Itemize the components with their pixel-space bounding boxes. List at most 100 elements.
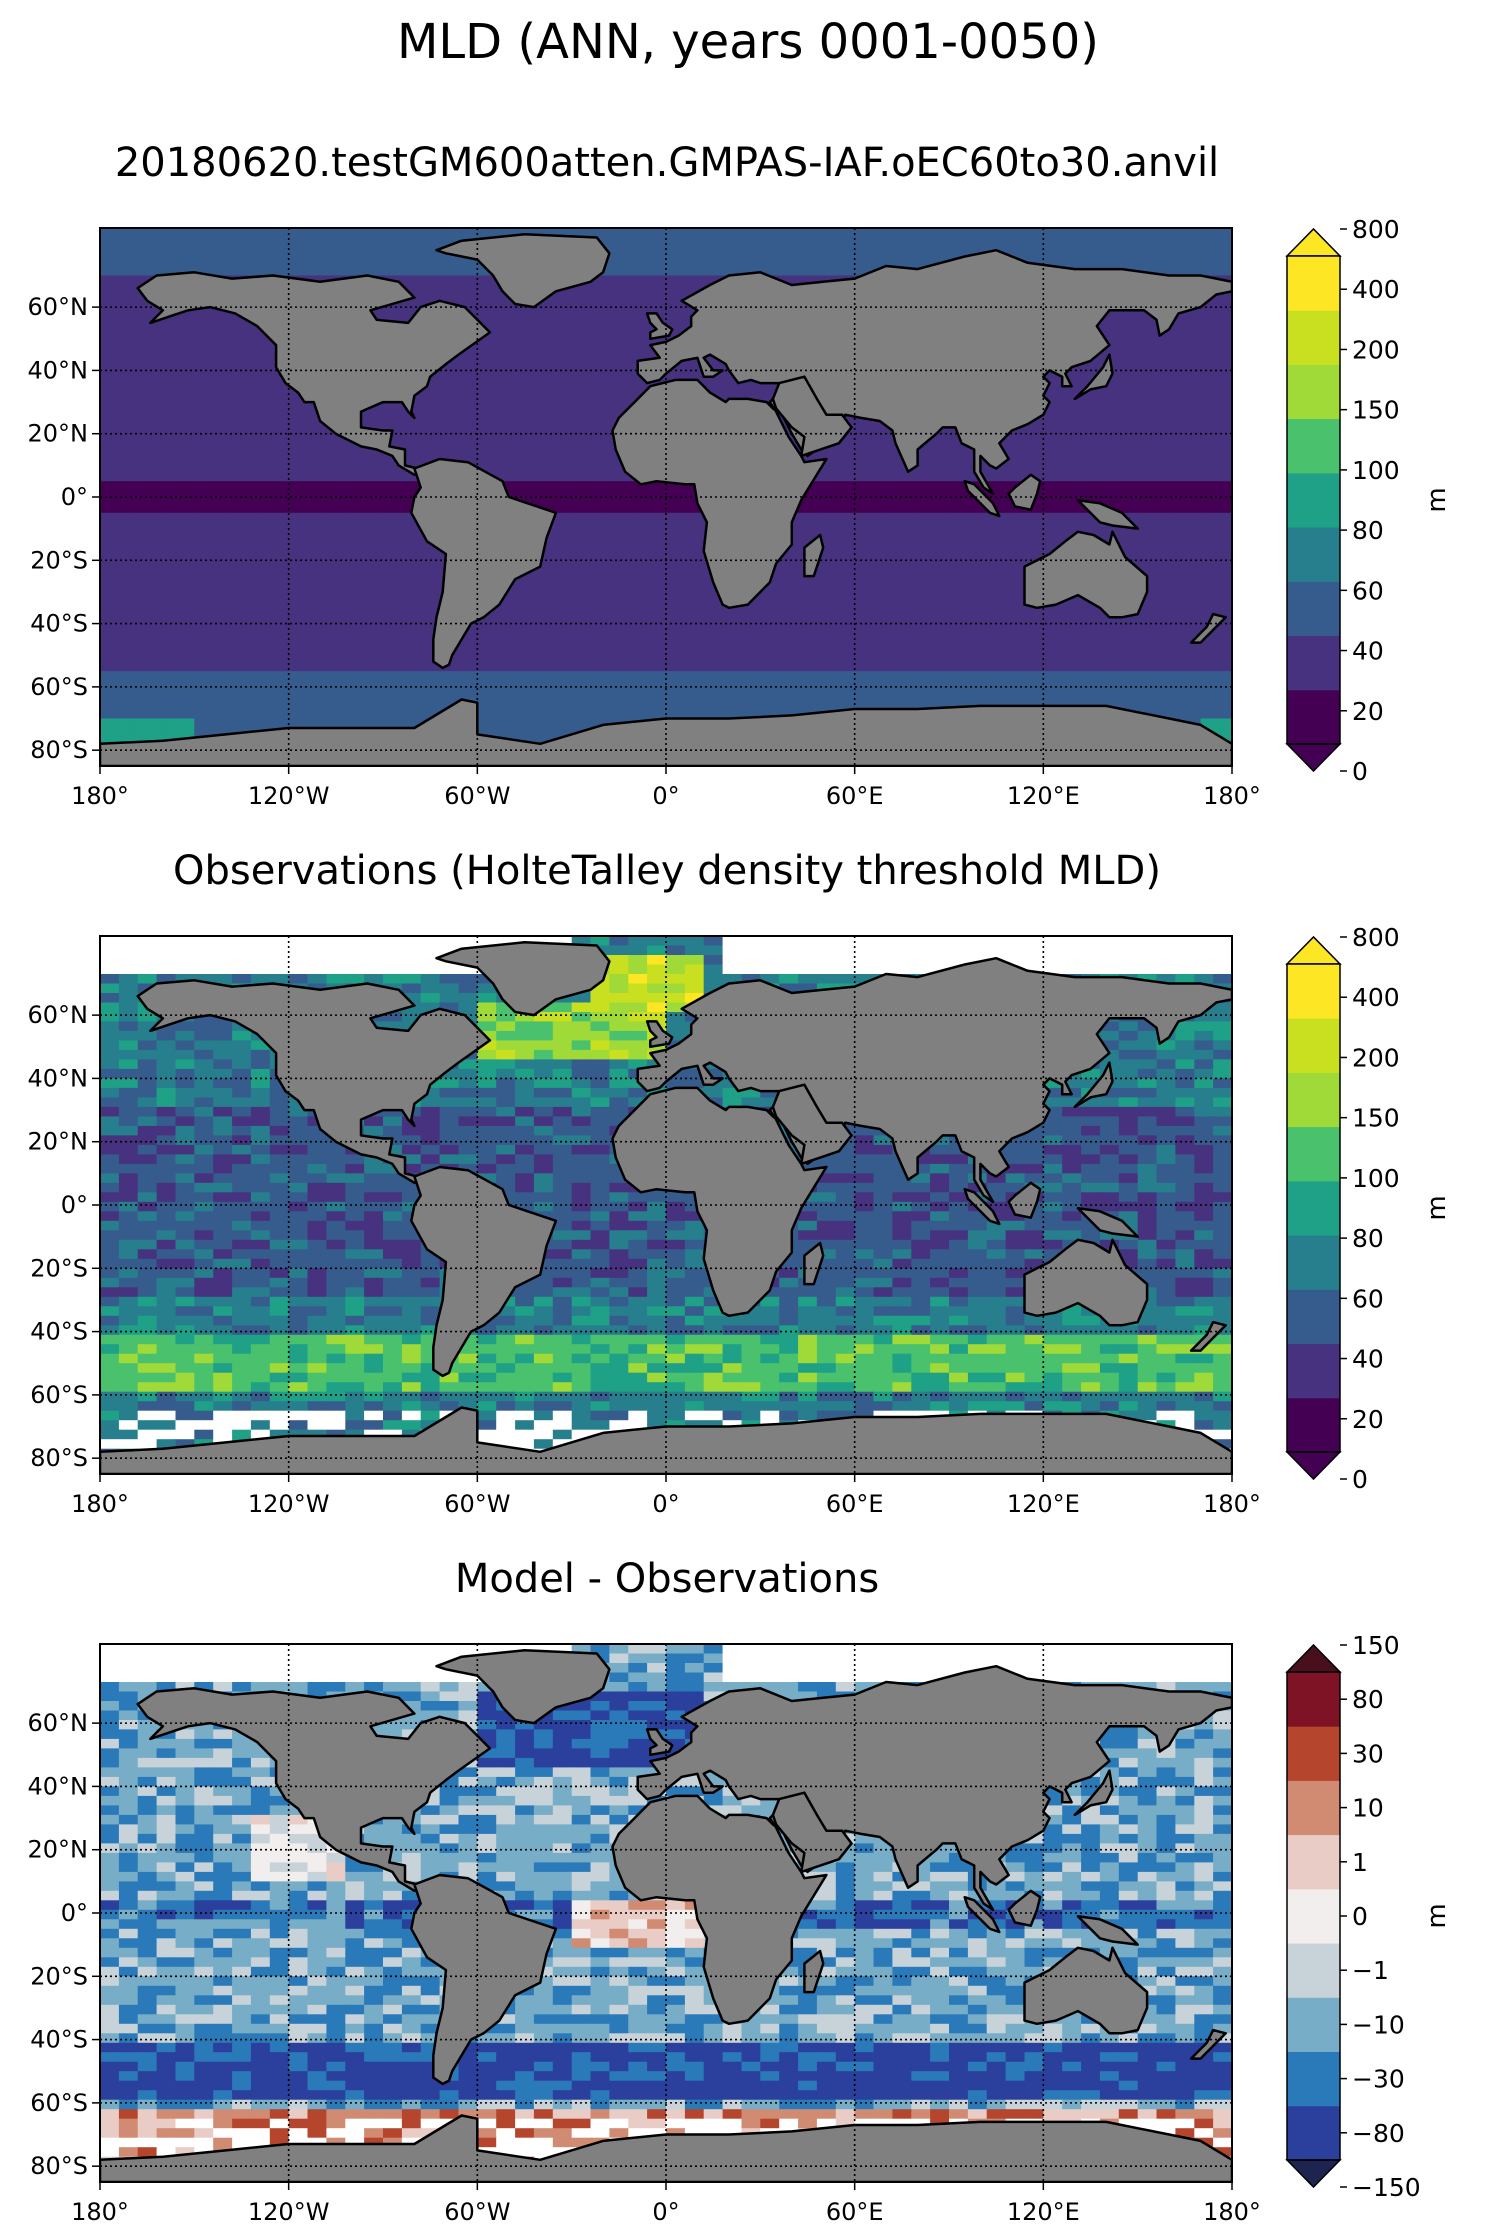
colorbar-tick-label: 10 bbox=[1352, 1794, 1384, 1823]
colorbar-segment bbox=[1287, 1343, 1340, 1399]
colorbar-tick-label: 40 bbox=[1352, 637, 1384, 666]
land-north-america bbox=[136, 979, 492, 1185]
land-north-america bbox=[136, 271, 492, 477]
land-south-america bbox=[410, 1165, 558, 1378]
colorbar-segment bbox=[1287, 1672, 1340, 1727]
lon-tick-label: 120°E bbox=[1007, 782, 1080, 810]
land-madagascar bbox=[803, 1241, 825, 1286]
colorbar-tick-label: 150 bbox=[1352, 1631, 1400, 1660]
land-greenland bbox=[435, 941, 611, 1017]
lat-tick-label: 60°N bbox=[28, 1709, 89, 1737]
lon-tick-label: 180° bbox=[71, 782, 129, 810]
lon-tick-label: 0° bbox=[652, 1490, 679, 1518]
lon-tick-label: 60°E bbox=[826, 782, 884, 810]
colorbar-segment bbox=[1287, 1072, 1340, 1128]
colorbar-segment bbox=[1287, 2051, 1340, 2107]
colorbar-tick-label: 60 bbox=[1352, 576, 1384, 605]
map-panel-obs: 180° 120°W 60°W 0° 60°E 120°E 180° 60°N 40°N 20°N… bbox=[28, 935, 1261, 1518]
land-sumatra bbox=[963, 1895, 1001, 1934]
land-africa-eurasia bbox=[611, 956, 1232, 1318]
lat-tick-label: 80°S bbox=[30, 2152, 88, 2180]
land-new-zealand bbox=[1189, 612, 1227, 644]
lat-tick-label: 20°S bbox=[30, 1962, 88, 1990]
colorbar-extend-low bbox=[1285, 1451, 1342, 1481]
colorbar-segment bbox=[1287, 1018, 1340, 1073]
colorbar-tick-label: 80 bbox=[1352, 1224, 1384, 1253]
lat-tick-label: 20°S bbox=[30, 1254, 88, 1282]
lat-tick-label: 0° bbox=[61, 1191, 88, 1219]
lat-tick-label: 60°S bbox=[30, 1381, 88, 1409]
colorbar-segment bbox=[1287, 527, 1340, 582]
lat-tick-label: 20°S bbox=[30, 546, 88, 574]
panel-title-difference: Model - Observations bbox=[454, 1556, 880, 1602]
land-sumatra bbox=[963, 1187, 1001, 1226]
colorbar-unit-label: m bbox=[1422, 1195, 1452, 1220]
colorbar-extend-high bbox=[1285, 935, 1342, 965]
colorbar-segment bbox=[1287, 418, 1340, 474]
colorbar-segment bbox=[1287, 1780, 1340, 1836]
colorbar-tick-label: 150 bbox=[1352, 1104, 1400, 1133]
ocean-field-obs bbox=[100, 936, 1232, 1474]
land-africa-eurasia bbox=[611, 248, 1232, 610]
lat-tick-label: 60°S bbox=[30, 673, 88, 701]
colorbar-segment bbox=[1287, 1997, 1340, 2052]
colorbar-tick-label: −150 bbox=[1352, 2173, 1421, 2202]
land-south-america bbox=[410, 1873, 558, 2086]
lon-tick-label: 0° bbox=[652, 2198, 679, 2226]
colorbar-unit-label: m bbox=[1422, 487, 1452, 512]
figure-title: MLD (ANN, years 0001-0050) bbox=[397, 14, 1099, 70]
land-australia bbox=[1023, 1946, 1149, 2035]
lat-tick-label: 40°N bbox=[28, 1064, 89, 1092]
lon-tick-label: 180° bbox=[1203, 1490, 1261, 1518]
land-australia bbox=[1023, 1238, 1149, 1327]
colorbar-segment bbox=[1287, 1726, 1340, 1781]
land-australia bbox=[1023, 530, 1149, 619]
lon-tick-label: 120°E bbox=[1007, 2198, 1080, 2226]
colorbar-segment bbox=[1287, 256, 1340, 311]
lat-tick-label: 80°S bbox=[30, 1444, 88, 1472]
colorbar-tick-label: 800 bbox=[1352, 923, 1400, 952]
colorbar-tick-label: 150 bbox=[1352, 396, 1400, 425]
land-new-guinea bbox=[1076, 1914, 1139, 1946]
lat-tick-label: 0° bbox=[61, 483, 88, 511]
colorbar-segment bbox=[1287, 581, 1340, 636]
lon-tick-label: 120°W bbox=[248, 1490, 330, 1518]
colorbar-tick-label: 60 bbox=[1352, 1284, 1384, 1313]
land-japan bbox=[1073, 353, 1114, 401]
panel-title-observations: Observations (HolteTalley density thresh… bbox=[173, 848, 1161, 894]
map-panel-diff: 180° 120°W 60°W 0° 60°E 120°E 180° 60°N 40°N 20°N… bbox=[28, 1643, 1261, 2226]
colorbar-frame bbox=[1286, 963, 1341, 1453]
land-antarctica bbox=[100, 2114, 1232, 2182]
lat-tick-label: 40°S bbox=[30, 610, 88, 638]
lat-tick-label: 40°S bbox=[30, 2026, 88, 2054]
colorbar-tick-label: 0 bbox=[1352, 1902, 1368, 1931]
colorbar-tick-label: 20 bbox=[1352, 697, 1384, 726]
land-new-zealand bbox=[1189, 2028, 1227, 2060]
lat-tick-label: 20°N bbox=[28, 1128, 89, 1156]
ocean-field-diff bbox=[100, 1644, 1232, 2182]
lon-tick-label: 180° bbox=[71, 2198, 129, 2226]
lon-tick-label: 60°W bbox=[444, 1490, 510, 1518]
land-arabia bbox=[771, 1083, 853, 1166]
colorbar-segment bbox=[1287, 1397, 1340, 1453]
land-antarctica bbox=[100, 698, 1232, 766]
land-arabia bbox=[771, 375, 853, 458]
colorbar-segment bbox=[1287, 472, 1340, 528]
land-britain bbox=[645, 312, 674, 341]
colorbar-tick-label: 200 bbox=[1352, 335, 1400, 364]
lat-tick-label: 40°S bbox=[30, 1318, 88, 1346]
colorbar-tick-label: 100 bbox=[1352, 1164, 1400, 1193]
lon-tick-label: 60°W bbox=[444, 2198, 510, 2226]
lon-tick-label: 120°E bbox=[1007, 1490, 1080, 1518]
colorbar-extend-low bbox=[1285, 743, 1342, 773]
colorbar-segment bbox=[1287, 1289, 1340, 1344]
colorbar-tick-label: −10 bbox=[1352, 2010, 1405, 2039]
colorbar-tick-label: 0 bbox=[1352, 1465, 1368, 1494]
map-panel-model: 180° 120°W 60°W 0° 60°E 120°E 180° 60°N 40°N 20°N… bbox=[28, 227, 1261, 810]
lon-tick-label: 0° bbox=[652, 782, 679, 810]
colorbar-tick-label: 30 bbox=[1352, 1739, 1384, 1768]
land-japan bbox=[1073, 1769, 1114, 1817]
colorbar-segment bbox=[1287, 1235, 1340, 1290]
